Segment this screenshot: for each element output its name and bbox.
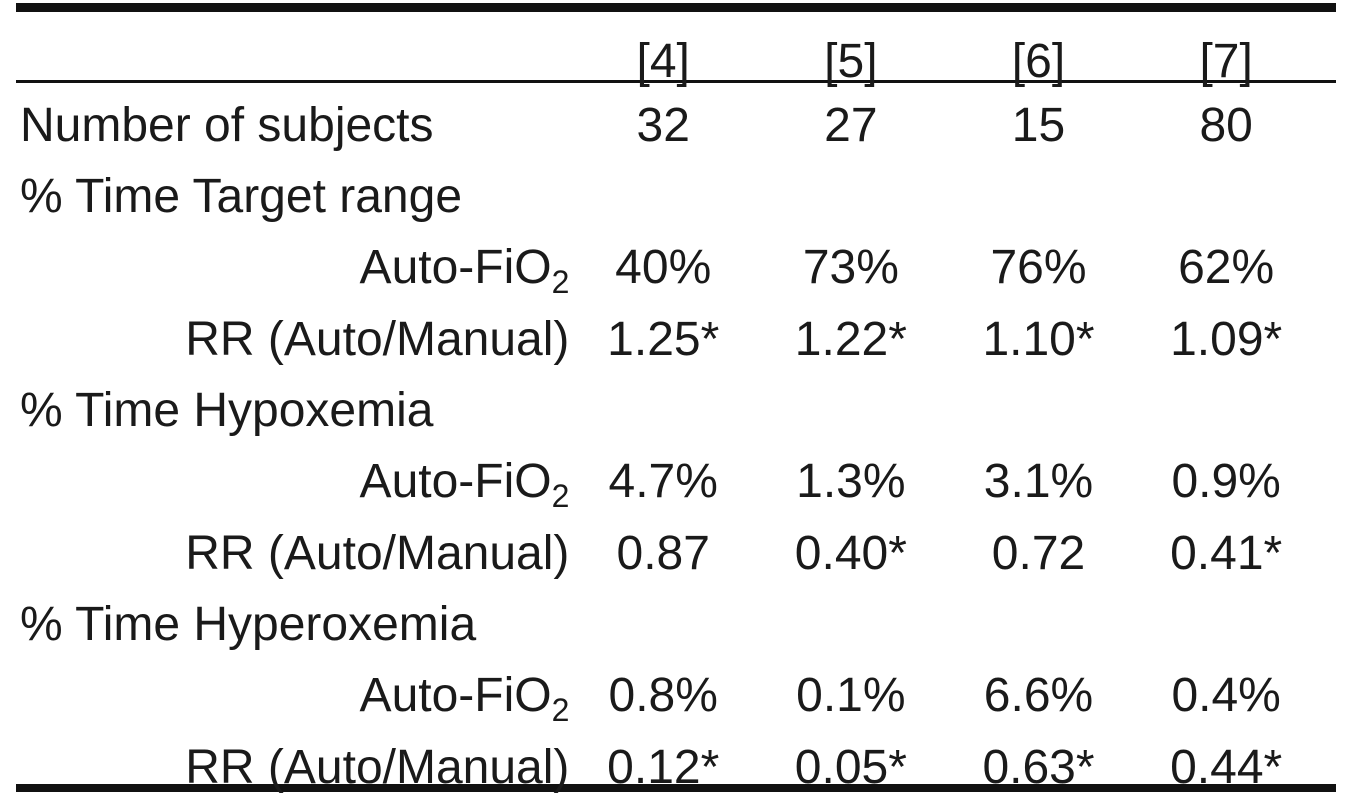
table-cell: 0.1%: [796, 669, 906, 722]
section-label-hyperoxemia: % Time Hyperoxemia: [20, 597, 477, 651]
results-table: [4] [5] [6] [7] Number of subjects 32 27…: [20, 0, 1320, 803]
table-row: Number of subjects 32 27 15 80: [20, 90, 1320, 161]
table-cell: 0.40*: [794, 526, 907, 580]
table-cell: 62%: [1178, 241, 1275, 294]
row-label-auto-fio2: Auto-FiO2: [359, 455, 570, 514]
table-cell: 73%: [802, 241, 899, 294]
table-cell: 0.12*: [607, 740, 720, 794]
table-cell: 0.87: [616, 526, 710, 580]
row-label-rr: RR (Auto/Manual): [185, 526, 570, 580]
header-rule: [16, 80, 1336, 83]
section-row-hyperoxemia: % Time Hyperoxemia: [20, 589, 1320, 660]
table-cell: 0.72: [991, 526, 1086, 580]
table-cell: 0.9%: [1171, 455, 1281, 508]
column-header: [4]: [636, 35, 690, 88]
table-row: Auto-FiO2 4.7% 1.3% 3.1% 0.9%: [20, 446, 1320, 518]
table-cell: 1.25*: [607, 312, 720, 366]
row-label-auto-fio2: Auto-FiO2: [359, 241, 570, 300]
column-header: [5]: [824, 35, 878, 88]
table-cell: 0.44*: [1170, 740, 1283, 794]
section-row-target: % Time Target range: [20, 161, 1320, 232]
table-cell: 4.7%: [608, 455, 718, 508]
table-cell: 3.1%: [983, 455, 1094, 508]
table-cell: 1.09*: [1170, 312, 1283, 366]
row-label-auto-fio2: Auto-FiO2: [359, 669, 570, 728]
table-cell: 0.8%: [608, 669, 718, 722]
section-label-target: % Time Target range: [20, 169, 463, 223]
table-cell: 0.4%: [1171, 669, 1281, 722]
table-row: RR (Auto/Manual) 0.12* 0.05* 0.63* 0.44*: [20, 732, 1320, 803]
table-row: Auto-FiO2 0.8% 0.1% 6.6% 0.4%: [20, 660, 1320, 732]
table-cell: 1.10*: [982, 312, 1095, 366]
table-cell: 1.3%: [796, 455, 906, 508]
header-label-cell: [20, 0, 569, 90]
section-row-hypoxemia: % Time Hypoxemia: [20, 375, 1320, 446]
table-cell: 27: [824, 98, 878, 152]
table-cell: 32: [636, 98, 690, 152]
table-row: RR (Auto/Manual) 1.25* 1.22* 1.10* 1.09*: [20, 304, 1320, 375]
table-cell: 0.05*: [794, 740, 907, 794]
table-cell: 0.41*: [1170, 526, 1283, 580]
table-cell: 40%: [615, 241, 712, 294]
table-bottom-rule: [16, 784, 1336, 792]
table-cell: 80: [1199, 98, 1253, 152]
table-cell: 6.6%: [983, 669, 1094, 722]
column-header: [7]: [1199, 35, 1253, 88]
table-top-rule: [16, 3, 1336, 12]
table-cell: 1.22*: [794, 312, 907, 366]
table-row: RR (Auto/Manual) 0.87 0.40* 0.72 0.41*: [20, 518, 1320, 589]
table-row: Auto-FiO2 40% 73% 76% 62%: [20, 232, 1320, 304]
header-row: [4] [5] [6] [7]: [20, 0, 1320, 90]
table-cell: 15: [1011, 98, 1066, 152]
row-label-rr: RR (Auto/Manual): [185, 312, 570, 366]
section-label-hypoxemia: % Time Hypoxemia: [20, 383, 434, 437]
column-header: [6]: [1011, 35, 1066, 88]
row-label-subjects: Number of subjects: [20, 98, 434, 152]
table-cell: 0.63*: [982, 740, 1095, 794]
row-label-rr: RR (Auto/Manual): [185, 740, 570, 794]
table-cell: 76%: [990, 241, 1087, 294]
